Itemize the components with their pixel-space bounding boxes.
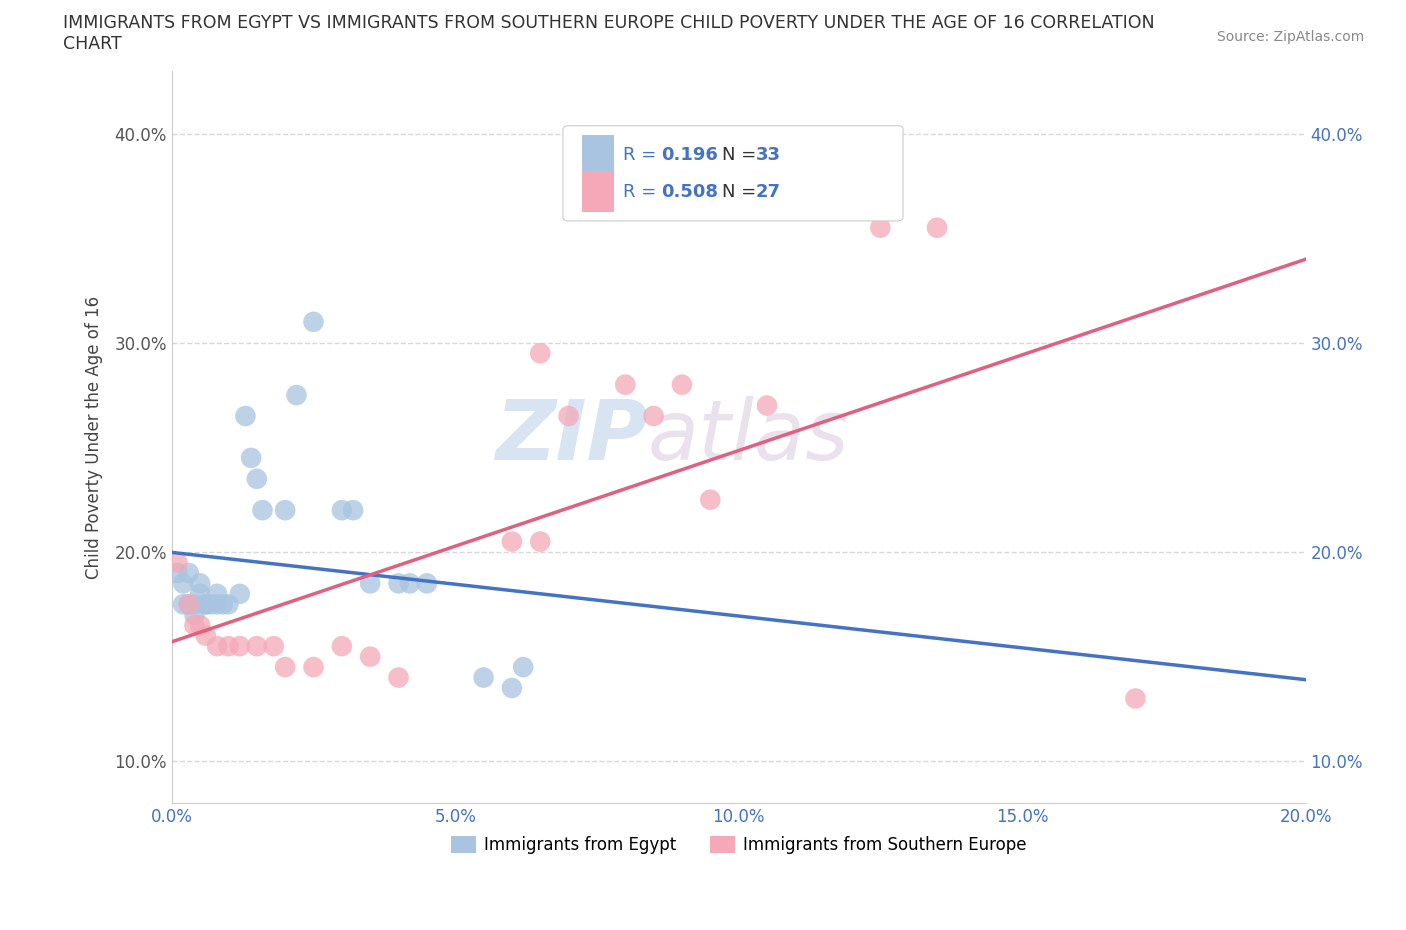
Text: 27: 27 <box>755 182 780 201</box>
Point <box>246 639 269 654</box>
Point <box>925 220 948 235</box>
Point <box>302 659 325 674</box>
Point <box>188 576 211 591</box>
Point <box>235 408 257 423</box>
Point <box>330 639 353 654</box>
Text: CHART: CHART <box>63 35 122 53</box>
Point <box>557 408 579 423</box>
Text: Source: ZipAtlas.com: Source: ZipAtlas.com <box>1216 30 1364 44</box>
Point <box>387 576 409 591</box>
Point <box>194 597 217 612</box>
Text: R =: R = <box>623 146 662 164</box>
Point <box>302 314 325 329</box>
Point <box>529 534 551 549</box>
Legend: Immigrants from Egypt, Immigrants from Southern Europe: Immigrants from Egypt, Immigrants from S… <box>444 830 1033 860</box>
Point <box>330 503 353 518</box>
Y-axis label: Child Poverty Under the Age of 16: Child Poverty Under the Age of 16 <box>86 296 103 578</box>
Point <box>177 597 200 612</box>
Point <box>416 576 439 591</box>
Point <box>183 607 205 622</box>
FancyBboxPatch shape <box>582 135 614 175</box>
Point <box>172 597 194 612</box>
Point <box>699 492 721 507</box>
Point <box>229 587 252 602</box>
Point <box>172 576 194 591</box>
Point <box>285 388 308 403</box>
Point <box>200 597 222 612</box>
Point <box>217 639 239 654</box>
Point <box>1125 691 1147 706</box>
Point <box>643 408 665 423</box>
Point <box>240 450 263 465</box>
Point <box>501 534 523 549</box>
Text: N =: N = <box>721 146 762 164</box>
Point <box>671 378 693 392</box>
Point <box>188 587 211 602</box>
Point <box>205 639 228 654</box>
Text: 0.196: 0.196 <box>662 146 718 164</box>
Point <box>205 597 228 612</box>
Point <box>614 378 637 392</box>
Text: 0.508: 0.508 <box>662 182 718 201</box>
Point <box>359 576 381 591</box>
Point <box>166 555 188 570</box>
Point <box>166 565 188 580</box>
Point <box>756 398 779 413</box>
Point <box>194 629 217 644</box>
Point <box>263 639 285 654</box>
Point <box>274 503 297 518</box>
Point <box>246 472 269 486</box>
Point <box>183 618 205 632</box>
Point <box>177 597 200 612</box>
Text: N =: N = <box>721 182 762 201</box>
Text: IMMIGRANTS FROM EGYPT VS IMMIGRANTS FROM SOUTHERN EUROPE CHILD POVERTY UNDER THE: IMMIGRANTS FROM EGYPT VS IMMIGRANTS FROM… <box>63 14 1154 32</box>
Text: ZIP: ZIP <box>495 396 648 477</box>
Point <box>387 671 409 685</box>
Point <box>194 597 217 612</box>
Text: 33: 33 <box>755 146 780 164</box>
Point <box>399 576 422 591</box>
Point <box>217 597 239 612</box>
Text: R =: R = <box>623 182 662 201</box>
Point <box>205 587 228 602</box>
FancyBboxPatch shape <box>562 126 903 221</box>
Point <box>342 503 364 518</box>
Point <box>501 681 523 696</box>
Point <box>177 565 200 580</box>
Text: atlas: atlas <box>648 396 849 477</box>
FancyBboxPatch shape <box>582 171 614 212</box>
Point <box>359 649 381 664</box>
Point <box>472 671 495 685</box>
Point <box>529 346 551 361</box>
Point <box>512 659 534 674</box>
Point <box>229 639 252 654</box>
Point <box>869 220 891 235</box>
Point <box>252 503 274 518</box>
Point <box>183 597 205 612</box>
Point <box>188 618 211 632</box>
Point <box>274 659 297 674</box>
Point <box>211 597 233 612</box>
